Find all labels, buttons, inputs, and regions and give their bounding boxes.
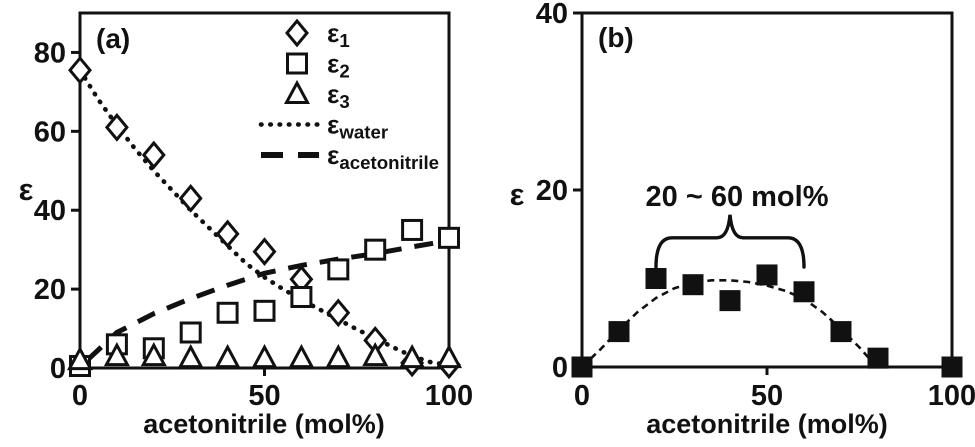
epsilon-mix-marker [756, 264, 778, 286]
epsilon-mix-marker [682, 274, 704, 296]
epsilon-mix-marker [830, 321, 852, 343]
epsilon-3-marker [177, 343, 204, 369]
epsilon-mix-marker [608, 321, 630, 343]
epsilon-3-marker [66, 345, 94, 371]
x-tick-label: 0 [72, 380, 88, 412]
legend-entry-epsilon-water: εwater [258, 110, 388, 143]
panel-a-y-axis-title: ε [19, 172, 34, 207]
epsilon-mix-marker [571, 356, 593, 378]
legend-entry-epsilon-2: ε2 [286, 49, 350, 82]
epsilon-1-marker [178, 184, 203, 213]
legend-entry-epsilon-1: ε1 [285, 18, 350, 51]
x-tick-label: 100 [425, 380, 473, 412]
epsilon-3-marker [103, 342, 130, 367]
panel-b-y-axis-title: ε [510, 177, 525, 212]
x-tick-label: 0 [574, 380, 590, 412]
epsilon-acetonitrile-curve [85, 238, 450, 362]
legend-entry-epsilon-3: ε3 [283, 79, 350, 112]
epsilon-1-marker [68, 55, 92, 85]
epsilon-2-marker [216, 301, 239, 324]
panel-a-x-axis-title: acetonitrile (mol%) [143, 409, 385, 439]
annotation-text: 20 ~ 60 mol% [646, 181, 829, 213]
epsilon-1-series [68, 55, 461, 380]
epsilon-mix-marker [941, 356, 963, 378]
y-tick-label: 0 [50, 353, 66, 385]
annotation-brace [654, 214, 806, 269]
x-tick-label: 50 [248, 380, 280, 412]
panel-a-label: (a) [96, 23, 130, 54]
y-tick-label: 60 [34, 116, 66, 148]
panel-b-label: (b) [598, 22, 634, 53]
legend-square-icon [286, 52, 308, 75]
epsilon-3-marker [288, 343, 315, 369]
epsilon-mix-marker [645, 268, 667, 289]
x-tick-label: 50 [751, 380, 783, 412]
epsilon-2-marker [401, 218, 424, 241]
panel-b-plot: 0 20 40 0 50 100 [536, 0, 975, 412]
y-tick-label: 0 [552, 352, 568, 384]
epsilon-1-marker [252, 237, 277, 266]
epsilon-3-marker [251, 343, 278, 369]
epsilon-1-marker [215, 219, 240, 249]
epsilon-2-marker [179, 321, 202, 344]
x-tick-label: 100 [928, 380, 975, 412]
epsilon-water-curve [77, 67, 452, 368]
legend-label-epsilon-3: ε3 [327, 79, 350, 112]
legend-label-epsilon-1: ε1 [327, 18, 350, 51]
epsilon-3-marker [140, 342, 167, 367]
y-tick-label: 40 [34, 195, 66, 227]
y-tick-label: 80 [34, 37, 66, 69]
epsilon-1-marker [104, 113, 129, 142]
epsilon-3-marker [435, 343, 463, 369]
legend-entry-epsilon-acetonitrile: εacetonitrile [261, 140, 439, 173]
legend-diamond-icon [285, 18, 309, 48]
epsilon-2-marker [253, 299, 276, 322]
epsilon-mix-marker [867, 347, 889, 369]
epsilon-1-marker [141, 140, 166, 170]
y-tick-label: 20 [536, 175, 568, 207]
legend-label-epsilon-acetonitrile: εacetonitrile [327, 140, 439, 173]
epsilon-3-marker [214, 343, 241, 369]
legend-label-epsilon-water: εwater [327, 110, 388, 143]
epsilon-mix-series [571, 264, 963, 378]
epsilon-1-marker [326, 298, 351, 328]
epsilon-3-marker [325, 343, 352, 369]
epsilon-mix-marker [719, 290, 741, 312]
epsilon-3-series [66, 342, 463, 371]
y-tick-label: 20 [34, 274, 66, 306]
epsilon-2-marker [327, 258, 350, 281]
panel-b-x-axis-title: acetonitrile (mol%) [646, 409, 888, 439]
epsilon-2-marker [438, 226, 460, 249]
epsilon-mix-marker [793, 281, 815, 303]
epsilon-2-marker [290, 286, 313, 308]
epsilon-3-marker [362, 342, 389, 367]
legend-label-epsilon-2: ε2 [327, 49, 350, 82]
epsilon-2-marker [364, 238, 387, 261]
y-tick-label: 40 [536, 0, 568, 30]
epsilon-3-marker [399, 343, 426, 369]
legend-triangle-icon [283, 79, 311, 104]
